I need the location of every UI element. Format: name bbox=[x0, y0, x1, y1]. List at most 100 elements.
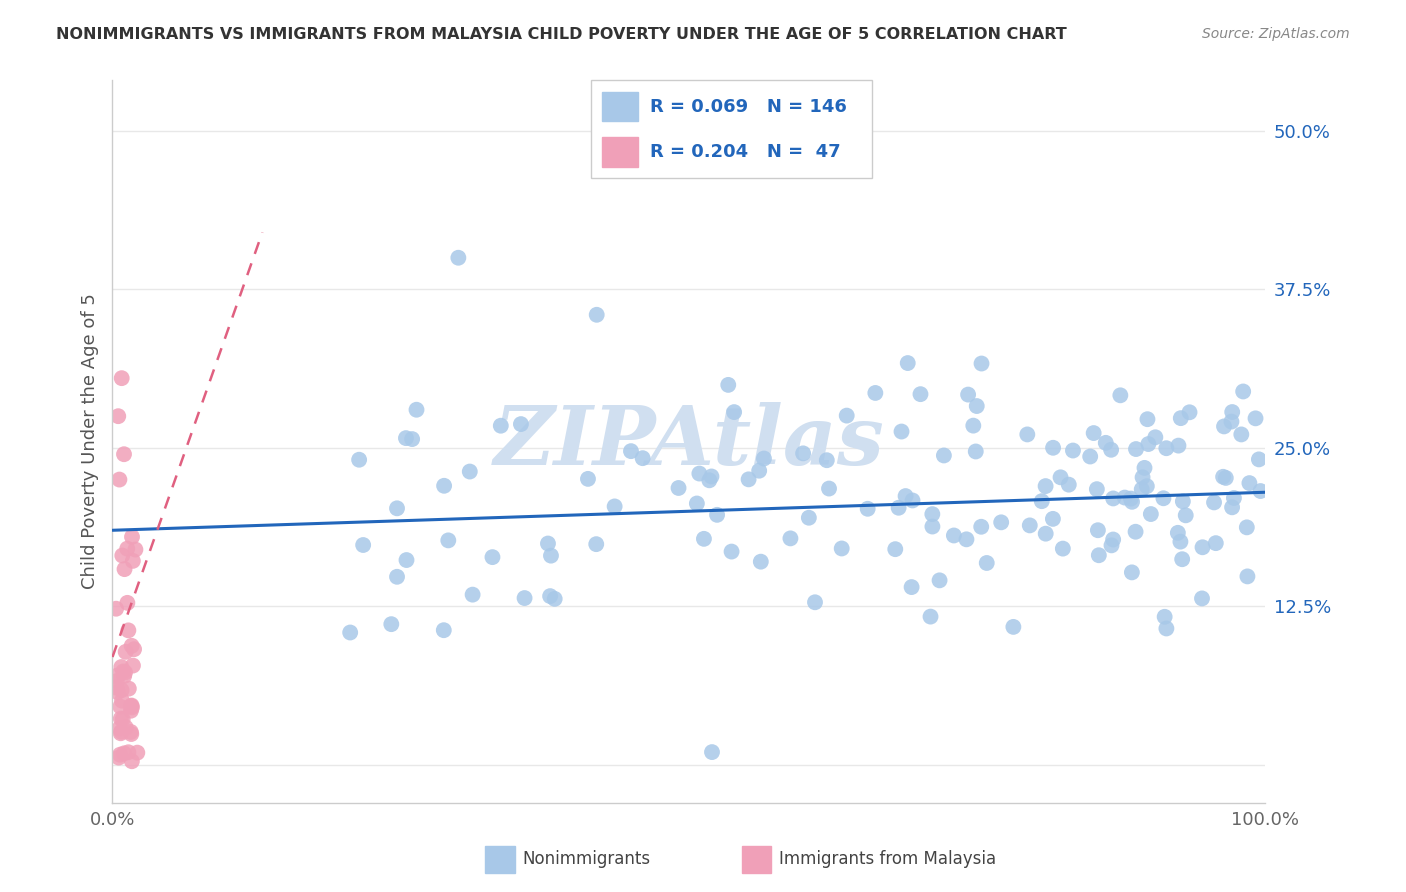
Point bbox=[818, 482, 841, 496]
Point bbox=[1156, 622, 1178, 636]
Point bbox=[1167, 525, 1189, 540]
Point bbox=[955, 533, 977, 547]
Point bbox=[976, 556, 998, 570]
Point bbox=[120, 704, 142, 718]
Point bbox=[1035, 526, 1057, 541]
Point bbox=[458, 465, 481, 479]
Point bbox=[894, 489, 917, 503]
Text: NONIMMIGRANTS VS IMMIGRANTS FROM MALAYSIA CHILD POVERTY UNDER THE AGE OF 5 CORRE: NONIMMIGRANTS VS IMMIGRANTS FROM MALAYSI… bbox=[56, 27, 1067, 42]
Point bbox=[110, 726, 132, 740]
Point bbox=[1042, 512, 1064, 526]
Point bbox=[585, 537, 607, 551]
Point bbox=[1170, 411, 1192, 425]
Point bbox=[1191, 591, 1213, 606]
Point bbox=[1121, 566, 1143, 580]
Point bbox=[1088, 548, 1111, 562]
Point bbox=[120, 725, 142, 739]
Point bbox=[1083, 426, 1105, 441]
Point bbox=[1018, 518, 1040, 533]
Point bbox=[1136, 479, 1159, 493]
Point bbox=[910, 387, 932, 401]
Point bbox=[962, 418, 984, 433]
Point bbox=[114, 645, 136, 659]
Point bbox=[105, 669, 128, 683]
Point bbox=[544, 591, 567, 606]
Point bbox=[1236, 569, 1258, 583]
Point bbox=[668, 481, 690, 495]
Point bbox=[127, 746, 149, 760]
Bar bbox=[602, 92, 638, 121]
Point bbox=[380, 617, 402, 632]
Point bbox=[405, 402, 427, 417]
Point bbox=[865, 386, 887, 401]
Point bbox=[117, 596, 139, 610]
Point bbox=[107, 750, 129, 764]
Point bbox=[856, 501, 879, 516]
Point bbox=[792, 446, 814, 460]
Text: Source: ZipAtlas.com: Source: ZipAtlas.com bbox=[1202, 27, 1350, 41]
Point bbox=[481, 550, 503, 565]
Point bbox=[752, 451, 775, 466]
Point bbox=[1178, 405, 1201, 419]
Text: R = 0.204   N =  47: R = 0.204 N = 47 bbox=[650, 143, 841, 161]
Point bbox=[105, 601, 128, 615]
Point bbox=[118, 681, 141, 696]
Text: Nonimmigrants: Nonimmigrants bbox=[523, 849, 651, 868]
Point bbox=[700, 469, 723, 483]
Point bbox=[538, 589, 561, 603]
Point bbox=[110, 699, 132, 714]
Point bbox=[114, 720, 136, 734]
Point bbox=[1057, 477, 1080, 491]
Point bbox=[122, 658, 145, 673]
Point bbox=[779, 532, 801, 546]
Text: R = 0.069   N = 146: R = 0.069 N = 146 bbox=[650, 98, 846, 116]
Point bbox=[110, 660, 132, 674]
Point bbox=[900, 580, 922, 594]
Point bbox=[401, 432, 423, 446]
Point bbox=[1132, 470, 1154, 484]
Point bbox=[117, 541, 139, 556]
Point bbox=[1191, 541, 1213, 555]
Point bbox=[620, 444, 643, 458]
Point bbox=[1156, 441, 1178, 455]
Point bbox=[108, 747, 131, 762]
FancyBboxPatch shape bbox=[591, 80, 872, 178]
Point bbox=[121, 554, 143, 568]
Point bbox=[970, 520, 993, 534]
Point bbox=[1220, 500, 1243, 515]
Point bbox=[120, 727, 142, 741]
Point bbox=[1031, 494, 1053, 508]
Point bbox=[897, 356, 920, 370]
Point bbox=[749, 555, 772, 569]
Point bbox=[1109, 388, 1132, 402]
Bar bbox=[742, 847, 772, 873]
Point bbox=[112, 665, 135, 679]
Point bbox=[395, 431, 418, 445]
Point bbox=[352, 538, 374, 552]
Point bbox=[932, 449, 955, 463]
Point bbox=[920, 609, 942, 624]
Point bbox=[1239, 476, 1261, 491]
Point bbox=[121, 754, 143, 768]
Point bbox=[122, 642, 145, 657]
Point bbox=[1085, 482, 1108, 496]
Point bbox=[831, 541, 853, 556]
Point bbox=[1102, 533, 1125, 547]
Point bbox=[1171, 552, 1194, 566]
Y-axis label: Child Poverty Under the Age of 5: Child Poverty Under the Age of 5 bbox=[80, 293, 98, 590]
Point bbox=[437, 533, 460, 548]
Point bbox=[928, 574, 950, 588]
Point bbox=[887, 500, 910, 515]
Point bbox=[385, 501, 408, 516]
Point bbox=[1099, 442, 1122, 457]
Point bbox=[1220, 405, 1243, 419]
Point bbox=[717, 377, 740, 392]
Point bbox=[1202, 495, 1225, 509]
Point bbox=[111, 712, 134, 726]
Point bbox=[970, 357, 993, 371]
Point bbox=[395, 553, 418, 567]
Point bbox=[1136, 412, 1159, 426]
Point bbox=[921, 519, 943, 533]
Bar bbox=[485, 847, 515, 873]
Point bbox=[966, 399, 988, 413]
